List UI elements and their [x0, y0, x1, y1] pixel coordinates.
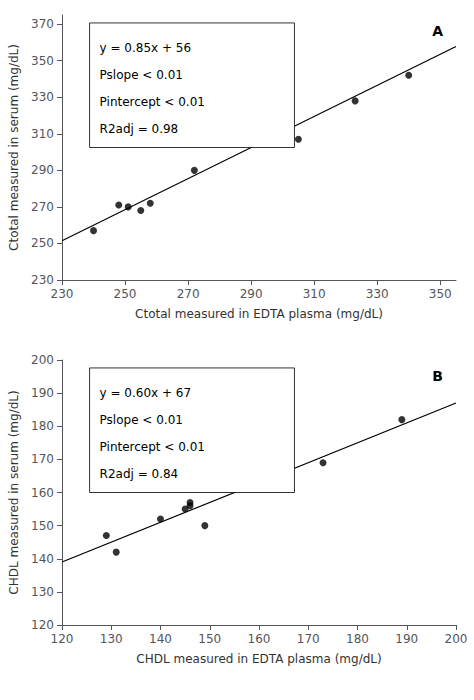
svg-text:330: 330	[31, 90, 54, 104]
svg-text:140: 140	[149, 632, 172, 646]
svg-text:290: 290	[31, 163, 54, 177]
svg-text:170: 170	[31, 452, 54, 466]
svg-text:330: 330	[366, 287, 389, 301]
svg-text:310: 310	[303, 287, 326, 301]
svg-text:130: 130	[100, 632, 123, 646]
svg-text:230: 230	[51, 287, 74, 301]
svg-text:310: 310	[31, 127, 54, 141]
svg-text:200: 200	[31, 353, 54, 367]
svg-text:y = 0.60x + 67: y = 0.60x + 67	[100, 386, 192, 400]
svg-text:190: 190	[395, 632, 418, 646]
svg-text:CHDL measured in serum (mg/dL): CHDL measured in serum (mg/dL)	[7, 390, 21, 594]
svg-text:150: 150	[31, 519, 54, 533]
svg-text:270: 270	[31, 200, 54, 214]
svg-text:Pintercept < 0.01: Pintercept < 0.01	[100, 95, 205, 109]
svg-text:Ctotal measured in EDTA plasma: Ctotal measured in EDTA plasma (mg/dL)	[135, 307, 383, 321]
svg-text:120: 120	[51, 632, 74, 646]
svg-text:y = 0.85x + 56: y = 0.85x + 56	[100, 41, 192, 55]
svg-text:290: 290	[240, 287, 263, 301]
svg-text:CHDL measured in EDTA plasma (: CHDL measured in EDTA plasma (mg/dL)	[136, 652, 381, 666]
svg-text:350: 350	[31, 54, 54, 68]
svg-text:120: 120	[31, 618, 54, 632]
svg-text:R2adj = 0.98: R2adj = 0.98	[100, 122, 179, 136]
svg-text:Pslope < 0.01: Pslope < 0.01	[100, 413, 183, 427]
svg-text:B: B	[432, 368, 443, 384]
svg-text:350: 350	[429, 287, 452, 301]
svg-text:170: 170	[297, 632, 320, 646]
svg-text:Pslope < 0.01: Pslope < 0.01	[100, 68, 183, 82]
svg-text:230: 230	[31, 273, 54, 287]
svg-text:160: 160	[31, 486, 54, 500]
svg-text:150: 150	[198, 632, 221, 646]
svg-text:190: 190	[31, 386, 54, 400]
svg-text:Ctotal measured in serum (mg/d: Ctotal measured in serum (mg/dL)	[7, 44, 21, 251]
svg-text:180: 180	[31, 419, 54, 433]
svg-text:R2adj = 0.84: R2adj = 0.84	[100, 467, 179, 481]
svg-text:160: 160	[248, 632, 271, 646]
svg-text:370: 370	[31, 17, 54, 31]
svg-text:140: 140	[31, 552, 54, 566]
svg-text:180: 180	[346, 632, 369, 646]
svg-text:A: A	[432, 23, 443, 39]
svg-text:130: 130	[31, 585, 54, 599]
svg-text:250: 250	[114, 287, 137, 301]
svg-text:200: 200	[445, 632, 468, 646]
svg-text:Pintercept < 0.01: Pintercept < 0.01	[100, 440, 205, 454]
svg-text:250: 250	[31, 236, 54, 250]
svg-text:270: 270	[177, 287, 200, 301]
